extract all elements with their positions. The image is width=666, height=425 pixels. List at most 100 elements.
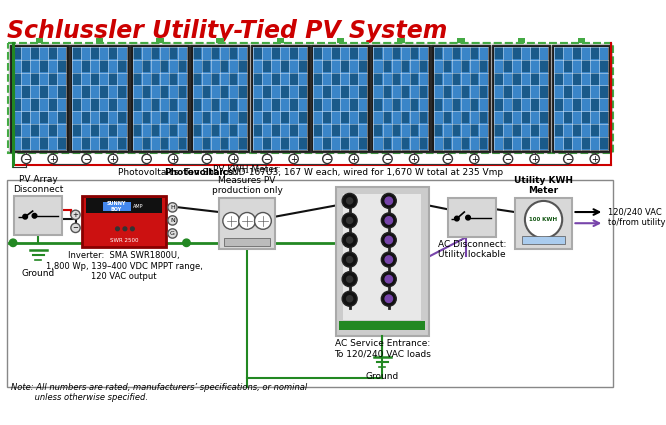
Bar (220, 60, 228, 72)
Bar (462, 48, 470, 60)
Bar (40, 60, 48, 72)
Bar (151, 99, 159, 110)
Bar (332, 99, 340, 110)
Bar (555, 112, 563, 123)
Bar (341, 125, 349, 136)
Bar (169, 137, 177, 149)
Bar (401, 125, 409, 136)
Bar (311, 45, 370, 152)
Bar (313, 47, 368, 150)
Bar (350, 86, 358, 98)
Text: AMP: AMP (133, 204, 143, 209)
Bar (219, 198, 275, 249)
Bar (591, 99, 599, 110)
Bar (383, 48, 391, 60)
Circle shape (382, 232, 396, 247)
Bar (341, 137, 349, 149)
Text: Ground: Ground (366, 372, 399, 381)
Bar (531, 125, 539, 136)
Bar (314, 48, 322, 60)
Bar (401, 73, 409, 85)
Bar (31, 125, 39, 136)
Bar (211, 112, 219, 123)
Bar (401, 137, 409, 149)
Bar (31, 86, 39, 98)
Bar (374, 73, 382, 85)
Bar (419, 73, 427, 85)
Bar (178, 48, 186, 60)
Text: +: + (73, 212, 79, 218)
Bar (151, 60, 159, 72)
Bar (82, 99, 90, 110)
Text: −: − (73, 225, 79, 231)
Text: +: + (170, 155, 176, 164)
Bar (410, 125, 418, 136)
Bar (13, 48, 21, 60)
Bar (21, 86, 30, 98)
Bar (410, 48, 418, 60)
Bar (202, 137, 210, 149)
Bar (100, 99, 108, 110)
Bar (503, 86, 511, 98)
Bar (401, 86, 409, 98)
Bar (40, 73, 48, 85)
Bar (419, 48, 427, 60)
Bar (10, 45, 69, 152)
Bar (272, 125, 280, 136)
Bar (91, 48, 99, 60)
Bar (238, 86, 246, 98)
Bar (419, 60, 427, 72)
Circle shape (503, 154, 513, 164)
Bar (193, 60, 201, 72)
Bar (374, 125, 382, 136)
Bar (100, 60, 108, 72)
Bar (374, 86, 382, 98)
Circle shape (223, 212, 240, 229)
Bar (444, 112, 452, 123)
Bar (290, 137, 298, 149)
Bar (332, 73, 340, 85)
Bar (169, 86, 177, 98)
Circle shape (563, 154, 573, 164)
Bar (512, 86, 521, 98)
Bar (49, 137, 57, 149)
Bar (494, 48, 503, 60)
Bar (73, 137, 81, 149)
Bar (238, 137, 246, 149)
Bar (73, 112, 81, 123)
Bar (229, 73, 238, 85)
Circle shape (71, 210, 80, 219)
Bar (151, 86, 159, 98)
Bar (323, 73, 331, 85)
Bar (202, 48, 210, 60)
Bar (133, 73, 141, 85)
Bar (40, 125, 48, 136)
Text: Photovoltaics:: Photovoltaics: (164, 168, 237, 177)
Text: +: + (591, 155, 598, 164)
Text: +: + (411, 155, 418, 164)
Bar (522, 236, 565, 244)
Bar (211, 99, 219, 110)
Bar (220, 99, 228, 110)
Bar (581, 125, 590, 136)
Bar (397, 38, 404, 43)
Bar (539, 86, 547, 98)
Bar (462, 60, 470, 72)
Bar (480, 112, 488, 123)
Bar (178, 125, 186, 136)
Text: +: + (109, 155, 117, 164)
Bar (341, 60, 349, 72)
Bar (151, 137, 159, 149)
Bar (314, 86, 322, 98)
Bar (392, 60, 400, 72)
Bar (512, 112, 521, 123)
Bar (250, 45, 310, 152)
Bar (480, 73, 488, 85)
Circle shape (382, 272, 396, 286)
Bar (552, 45, 611, 152)
Bar (452, 112, 460, 123)
Bar (229, 48, 238, 60)
Bar (573, 125, 581, 136)
Bar (100, 125, 108, 136)
Bar (521, 99, 529, 110)
